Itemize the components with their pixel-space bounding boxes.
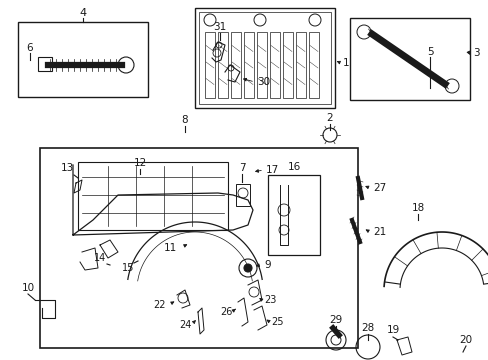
Text: 16: 16 xyxy=(287,162,300,172)
Text: 24: 24 xyxy=(179,320,191,330)
Bar xyxy=(204,32,215,98)
Text: 30: 30 xyxy=(257,77,270,87)
Text: 28: 28 xyxy=(361,323,374,333)
Text: 21: 21 xyxy=(373,227,386,237)
Text: 2: 2 xyxy=(326,113,333,123)
Text: 23: 23 xyxy=(263,295,276,305)
Bar xyxy=(40,148,357,348)
Text: 7: 7 xyxy=(238,163,245,173)
Text: 17: 17 xyxy=(265,165,278,175)
Text: 9: 9 xyxy=(264,260,271,270)
Text: 10: 10 xyxy=(21,283,35,293)
Text: 12: 12 xyxy=(133,158,146,168)
Text: 22: 22 xyxy=(153,300,166,310)
Text: 26: 26 xyxy=(220,307,232,317)
Text: 14: 14 xyxy=(94,253,106,263)
Text: 20: 20 xyxy=(459,335,471,345)
Bar xyxy=(283,32,292,98)
Bar xyxy=(230,32,241,98)
Text: 11: 11 xyxy=(163,243,176,253)
Bar xyxy=(349,18,469,100)
Text: 4: 4 xyxy=(79,8,86,18)
Text: 27: 27 xyxy=(373,183,386,193)
Bar xyxy=(78,162,227,230)
Text: 19: 19 xyxy=(386,325,399,335)
Bar xyxy=(295,32,305,98)
Text: 13: 13 xyxy=(60,163,74,173)
Circle shape xyxy=(244,264,251,272)
Bar xyxy=(199,12,330,104)
Text: 31: 31 xyxy=(213,22,226,32)
Text: 6: 6 xyxy=(27,43,33,53)
Bar xyxy=(236,184,249,206)
Bar xyxy=(267,175,319,255)
Text: 3: 3 xyxy=(472,48,478,58)
Text: 8: 8 xyxy=(182,115,188,125)
Text: 18: 18 xyxy=(410,203,424,213)
Bar xyxy=(308,32,318,98)
Text: 1: 1 xyxy=(342,58,348,68)
Text: 15: 15 xyxy=(122,263,134,273)
Bar xyxy=(257,32,266,98)
Bar xyxy=(218,32,227,98)
Bar xyxy=(269,32,280,98)
Text: 25: 25 xyxy=(271,317,284,327)
Bar xyxy=(195,8,334,108)
Bar xyxy=(18,22,148,97)
Bar xyxy=(244,32,253,98)
Bar xyxy=(38,57,52,71)
Text: 29: 29 xyxy=(329,315,342,325)
Text: 5: 5 xyxy=(426,47,432,57)
